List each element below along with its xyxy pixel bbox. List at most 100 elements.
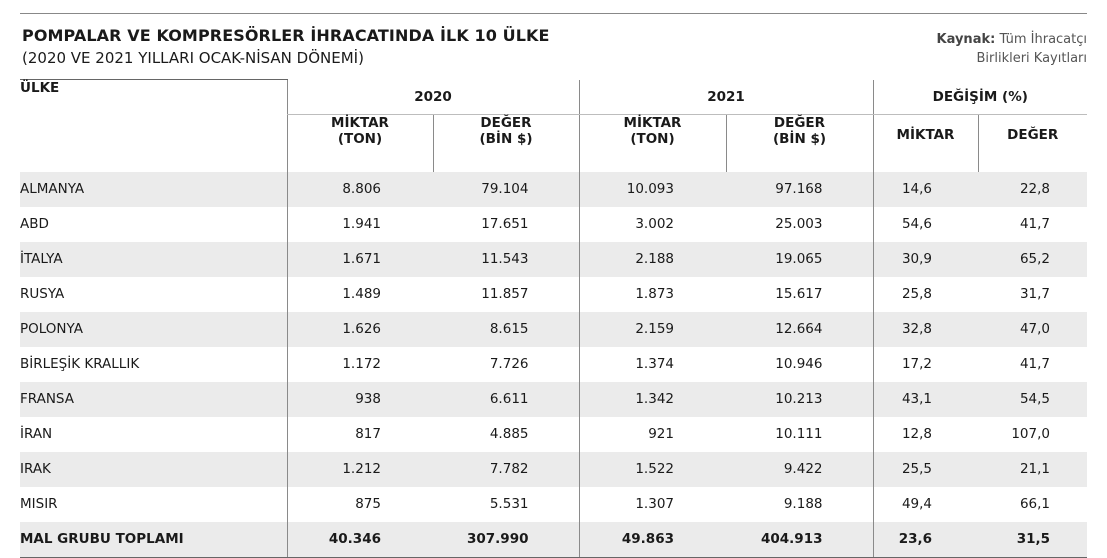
country-cell: MISIR [20,496,58,512]
country-cell: POLONYA [20,311,287,347]
table-row: İTALYA 1.671 11.543 2.188 19.065 30,9 65,2 [20,241,1087,277]
group-header-2020: 2020 [286,79,579,115]
miktar-2020-cell: 1.172 [286,346,433,382]
export-table: ÜLKE 2020 2021 DEĞİŞİM (%) MİKTAR (TON) D… [20,79,1087,558]
country-header: ÜLKE [20,79,287,172]
table-row: MISIR 875 5.531 1.307 9.188 49,4 66,1 [20,486,1087,522]
change-deger-cell: 41,7 [1019,216,1050,232]
miktar-2021-cell: 1.374 [578,346,726,382]
deger-2021-cell: 10.111 [775,426,823,442]
country-cell: ALMANYA [20,171,287,207]
deger-2021-cell: 9.422 [726,451,873,487]
source-label: Kaynak: [936,32,996,47]
deger-2021-cell: 19.065 [726,241,873,277]
deger-2021-cell: 25.003 [775,216,823,232]
change-deger-cell: 41,7 [1019,356,1050,372]
change-miktar-cell: 54,6 [872,206,978,242]
total-label-cell: MAL GRUBU TOPLAMI [20,521,287,558]
miktar-2020-cell: 938 [286,381,433,417]
top-rule [20,13,1087,14]
total-change-miktar-cell: 23,6 [872,521,978,558]
deger-2021-cell: 15.617 [775,286,823,302]
header-row-sub: MİKTAR (TON) DEĞER (BİN $) MİKTAR (TON) DEĞ… [20,114,1087,172]
change-deger-cell: 66,1 [1019,496,1050,512]
change-deger-cell: 21,1 [978,451,1087,487]
subheader-2020-miktar: MİKTAR (TON) [286,114,433,172]
change-miktar-cell: 30,9 [872,241,978,277]
deger-2021-cell: 10.213 [726,381,873,417]
group-header-change: DEĞİŞİM (%) [872,79,1087,115]
miktar-2020-cell: 1.671 [286,241,433,277]
change-miktar-cell: 43,1 [872,381,978,417]
miktar-2020-cell: 8.806 [286,171,433,207]
country-cell: İTALYA [20,241,287,277]
country-cell: İRAN [20,426,53,442]
table-row: IRAK 1.212 7.782 1.522 9.422 25,5 21,1 [20,451,1087,487]
deger-2021-cell: 10.946 [775,356,823,372]
change-miktar-cell: 12,8 [872,416,978,452]
change-miktar-cell: 49,4 [872,486,978,522]
miktar-2020-cell: 875 [286,486,433,522]
deger-2021-cell: 97.168 [726,171,873,207]
change-deger-cell: 107,0 [1011,426,1050,442]
deger-2020-cell: 5.531 [489,496,529,512]
table-row: RUSYA 1.489 11.857 1.873 15.617 25,8 31,7 [20,276,1087,312]
table-row: POLONYA 1.626 8.615 2.159 12.664 32,8 47,0 [20,311,1087,347]
miktar-2021-cell: 1.522 [578,451,726,487]
subheader-2021-deger: DEĞER (BİN $) [725,114,873,172]
deger-2020-cell: 6.611 [433,381,579,417]
miktar-2020-cell: 1.941 [286,206,433,242]
miktar-2021-cell: 2.159 [578,311,726,347]
group-header-2021: 2021 [578,79,873,115]
change-miktar-cell: 25,5 [872,451,978,487]
page-title: POMPALAR VE KOMPRESÖRLER İHRACATINDA İLK… [22,26,550,45]
miktar-2020-cell: 1.626 [286,311,433,347]
miktar-2020-cell: 1.489 [286,276,433,312]
table-row: FRANSA 938 6.611 1.342 10.213 43,1 54,5 [20,381,1087,417]
deger-2020-cell: 11.543 [433,241,579,277]
country-cell: IRAK [20,451,287,487]
total-row: MAL GRUBU TOPLAMI 40.346 307.990 49.863 404.… [20,521,1087,558]
subheader-change-deger: DEĞER [977,114,1087,172]
page-subtitle: (2020 VE 2021 YILLARI OCAK-NİSAN DÖNEMİ) [22,49,364,67]
deger-2020-cell: 7.726 [489,356,529,372]
country-cell: FRANSA [20,381,287,417]
source-note: Kaynak: Tüm İhracatçı Birlikleri Kayıtla… [937,30,1087,68]
table-row: İRAN 817 4.885 921 10.111 12,8 107,0 [20,416,1087,452]
change-miktar-cell: 25,8 [872,276,978,312]
miktar-2021-cell: 1.873 [578,276,726,312]
deger-2020-cell: 17.651 [481,216,529,232]
miktar-2021-cell: 3.002 [578,206,726,242]
miktar-2020-cell: 817 [286,416,433,452]
change-miktar-cell: 32,8 [872,311,978,347]
table-row: ABD 1.941 17.651 3.002 25.003 54,6 41,7 [20,206,1087,242]
source-line1: Tüm İhracatçı [999,32,1087,47]
deger-2020-cell: 79.104 [433,171,579,207]
change-deger-cell: 22,8 [978,171,1087,207]
deger-2020-cell: 11.857 [481,286,529,302]
change-deger-cell: 47,0 [978,311,1087,347]
total-miktar-2020-cell: 40.346 [286,521,433,558]
table-row: BİRLEŞİK KRALLIK 1.172 7.726 1.374 10.946 17,… [20,346,1087,382]
deger-2020-cell: 8.615 [433,311,579,347]
deger-2020-cell: 7.782 [433,451,579,487]
change-deger-cell: 54,5 [978,381,1087,417]
miktar-2021-cell: 1.307 [578,486,726,522]
header-row-groups: ÜLKE 2020 2021 DEĞİŞİM (%) [20,79,1087,172]
deger-2020-cell: 4.885 [489,426,529,442]
total-deger-2021-cell: 404.913 [726,521,873,558]
country-cell: ABD [20,216,49,232]
total-miktar-2021-cell: 49.863 [578,521,726,558]
total-change-deger-cell: 31,5 [978,521,1087,558]
miktar-2021-cell: 921 [578,416,726,452]
deger-2021-cell: 9.188 [783,496,823,512]
table-row: ALMANYA 8.806 79.104 10.093 97.168 14,6 22,8 [20,171,1087,207]
miktar-2021-cell: 10.093 [578,171,726,207]
source-line2: Birlikleri Kayıtları [976,51,1087,66]
subheader-change-miktar: MİKTAR [872,114,978,172]
miktar-2020-cell: 1.212 [286,451,433,487]
total-deger-2020-cell: 307.990 [433,521,579,558]
change-deger-cell: 65,2 [978,241,1087,277]
subheader-2021-miktar: MİKTAR (TON) [578,114,726,172]
change-miktar-cell: 17,2 [872,346,978,382]
